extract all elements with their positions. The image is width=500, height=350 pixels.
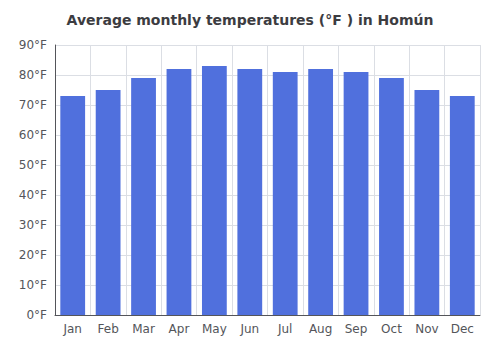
svg-text:Feb: Feb xyxy=(98,322,119,336)
svg-text:50°F: 50°F xyxy=(19,158,47,172)
svg-text:90°F: 90°F xyxy=(19,38,47,52)
svg-text:10°F: 10°F xyxy=(19,278,47,292)
svg-text:Average monthly temperatures (: Average monthly temperatures (°F ) in Ho… xyxy=(67,12,434,28)
svg-text:Nov: Nov xyxy=(415,322,438,336)
svg-text:Mar: Mar xyxy=(132,322,155,336)
svg-text:20°F: 20°F xyxy=(19,248,47,262)
svg-text:30°F: 30°F xyxy=(19,218,47,232)
svg-text:Jan: Jan xyxy=(62,322,82,336)
svg-text:40°F: 40°F xyxy=(19,188,47,202)
svg-text:Dec: Dec xyxy=(451,322,474,336)
svg-text:80°F: 80°F xyxy=(19,68,47,82)
svg-text:Jul: Jul xyxy=(277,322,292,336)
svg-text:Sep: Sep xyxy=(345,322,368,336)
svg-text:0°F: 0°F xyxy=(26,308,47,322)
svg-text:Apr: Apr xyxy=(169,322,190,336)
svg-text:Oct: Oct xyxy=(381,322,402,336)
svg-text:May: May xyxy=(202,322,227,336)
svg-text:Aug: Aug xyxy=(309,322,332,336)
svg-text:Jun: Jun xyxy=(239,322,259,336)
svg-text:60°F: 60°F xyxy=(19,128,47,142)
svg-text:70°F: 70°F xyxy=(19,98,47,112)
